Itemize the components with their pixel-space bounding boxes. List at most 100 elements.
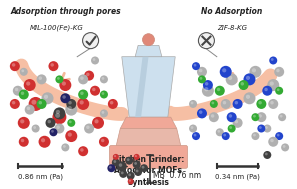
Circle shape xyxy=(24,79,36,91)
Circle shape xyxy=(228,76,232,80)
Circle shape xyxy=(80,76,84,80)
Circle shape xyxy=(223,134,226,136)
Circle shape xyxy=(110,101,113,105)
Circle shape xyxy=(19,90,29,99)
Circle shape xyxy=(256,112,266,122)
Circle shape xyxy=(13,86,23,96)
Circle shape xyxy=(252,68,256,72)
Text: MB  0.76 nm: MB 0.76 nm xyxy=(153,171,201,180)
Circle shape xyxy=(134,154,140,160)
Circle shape xyxy=(66,99,76,109)
Circle shape xyxy=(78,146,88,156)
Circle shape xyxy=(235,120,238,123)
Circle shape xyxy=(102,77,104,80)
Circle shape xyxy=(31,100,36,105)
Circle shape xyxy=(267,79,279,91)
Circle shape xyxy=(83,33,99,49)
Circle shape xyxy=(265,126,268,129)
Circle shape xyxy=(20,68,28,76)
Circle shape xyxy=(86,125,90,129)
Circle shape xyxy=(78,90,88,99)
Circle shape xyxy=(68,106,72,110)
Circle shape xyxy=(133,160,140,168)
Circle shape xyxy=(67,119,75,127)
Circle shape xyxy=(228,125,236,132)
Circle shape xyxy=(129,180,131,182)
Circle shape xyxy=(112,159,120,167)
Circle shape xyxy=(246,76,250,80)
Circle shape xyxy=(108,164,115,172)
Circle shape xyxy=(268,99,278,109)
Circle shape xyxy=(84,71,94,81)
Circle shape xyxy=(211,101,214,104)
Circle shape xyxy=(33,126,36,129)
Circle shape xyxy=(93,58,95,61)
Text: Adsorption through pores: Adsorption through pores xyxy=(10,7,121,16)
Circle shape xyxy=(262,86,272,96)
Circle shape xyxy=(62,95,66,99)
Circle shape xyxy=(280,115,282,118)
Circle shape xyxy=(142,166,144,169)
Circle shape xyxy=(258,114,262,118)
Circle shape xyxy=(90,86,100,96)
Circle shape xyxy=(194,64,196,67)
Circle shape xyxy=(21,139,24,142)
Circle shape xyxy=(192,132,200,140)
Circle shape xyxy=(61,143,69,151)
Circle shape xyxy=(113,154,119,160)
FancyBboxPatch shape xyxy=(109,145,188,168)
Circle shape xyxy=(275,87,283,95)
Circle shape xyxy=(128,173,131,176)
Circle shape xyxy=(233,118,243,128)
Text: Synthesis: Synthesis xyxy=(128,178,169,187)
Circle shape xyxy=(271,58,274,61)
Polygon shape xyxy=(135,45,162,57)
Circle shape xyxy=(229,126,232,129)
Circle shape xyxy=(101,139,105,142)
Circle shape xyxy=(257,125,265,132)
Circle shape xyxy=(50,63,54,67)
Circle shape xyxy=(189,100,197,108)
Circle shape xyxy=(226,73,238,85)
Circle shape xyxy=(21,91,24,95)
Circle shape xyxy=(269,57,277,64)
Circle shape xyxy=(263,151,271,159)
Circle shape xyxy=(56,75,63,83)
Circle shape xyxy=(140,164,148,172)
Circle shape xyxy=(52,110,67,124)
Circle shape xyxy=(283,145,285,148)
Circle shape xyxy=(109,166,112,169)
Circle shape xyxy=(63,145,66,148)
Circle shape xyxy=(119,170,127,178)
Circle shape xyxy=(68,101,72,105)
Circle shape xyxy=(62,81,66,86)
Circle shape xyxy=(246,95,250,99)
Circle shape xyxy=(216,128,224,136)
Circle shape xyxy=(199,110,203,114)
Circle shape xyxy=(39,101,42,105)
Circle shape xyxy=(27,107,30,110)
Circle shape xyxy=(114,155,116,157)
Circle shape xyxy=(48,120,51,123)
Circle shape xyxy=(37,99,47,109)
Circle shape xyxy=(209,112,219,122)
Circle shape xyxy=(80,148,84,152)
Text: A Tool for MOFs: A Tool for MOFs xyxy=(115,166,182,175)
Circle shape xyxy=(50,128,57,136)
Circle shape xyxy=(197,67,207,77)
Circle shape xyxy=(68,132,72,137)
Circle shape xyxy=(108,99,118,109)
Circle shape xyxy=(99,137,109,147)
Circle shape xyxy=(223,101,226,105)
Circle shape xyxy=(57,77,60,80)
Text: 0.86 nm (Pa): 0.86 nm (Pa) xyxy=(18,173,63,180)
Circle shape xyxy=(119,163,122,167)
Circle shape xyxy=(121,171,124,174)
Circle shape xyxy=(204,87,208,91)
Circle shape xyxy=(18,117,30,129)
Circle shape xyxy=(252,132,259,140)
Circle shape xyxy=(192,62,200,70)
Circle shape xyxy=(244,73,255,85)
Polygon shape xyxy=(135,57,148,117)
Circle shape xyxy=(100,91,108,98)
